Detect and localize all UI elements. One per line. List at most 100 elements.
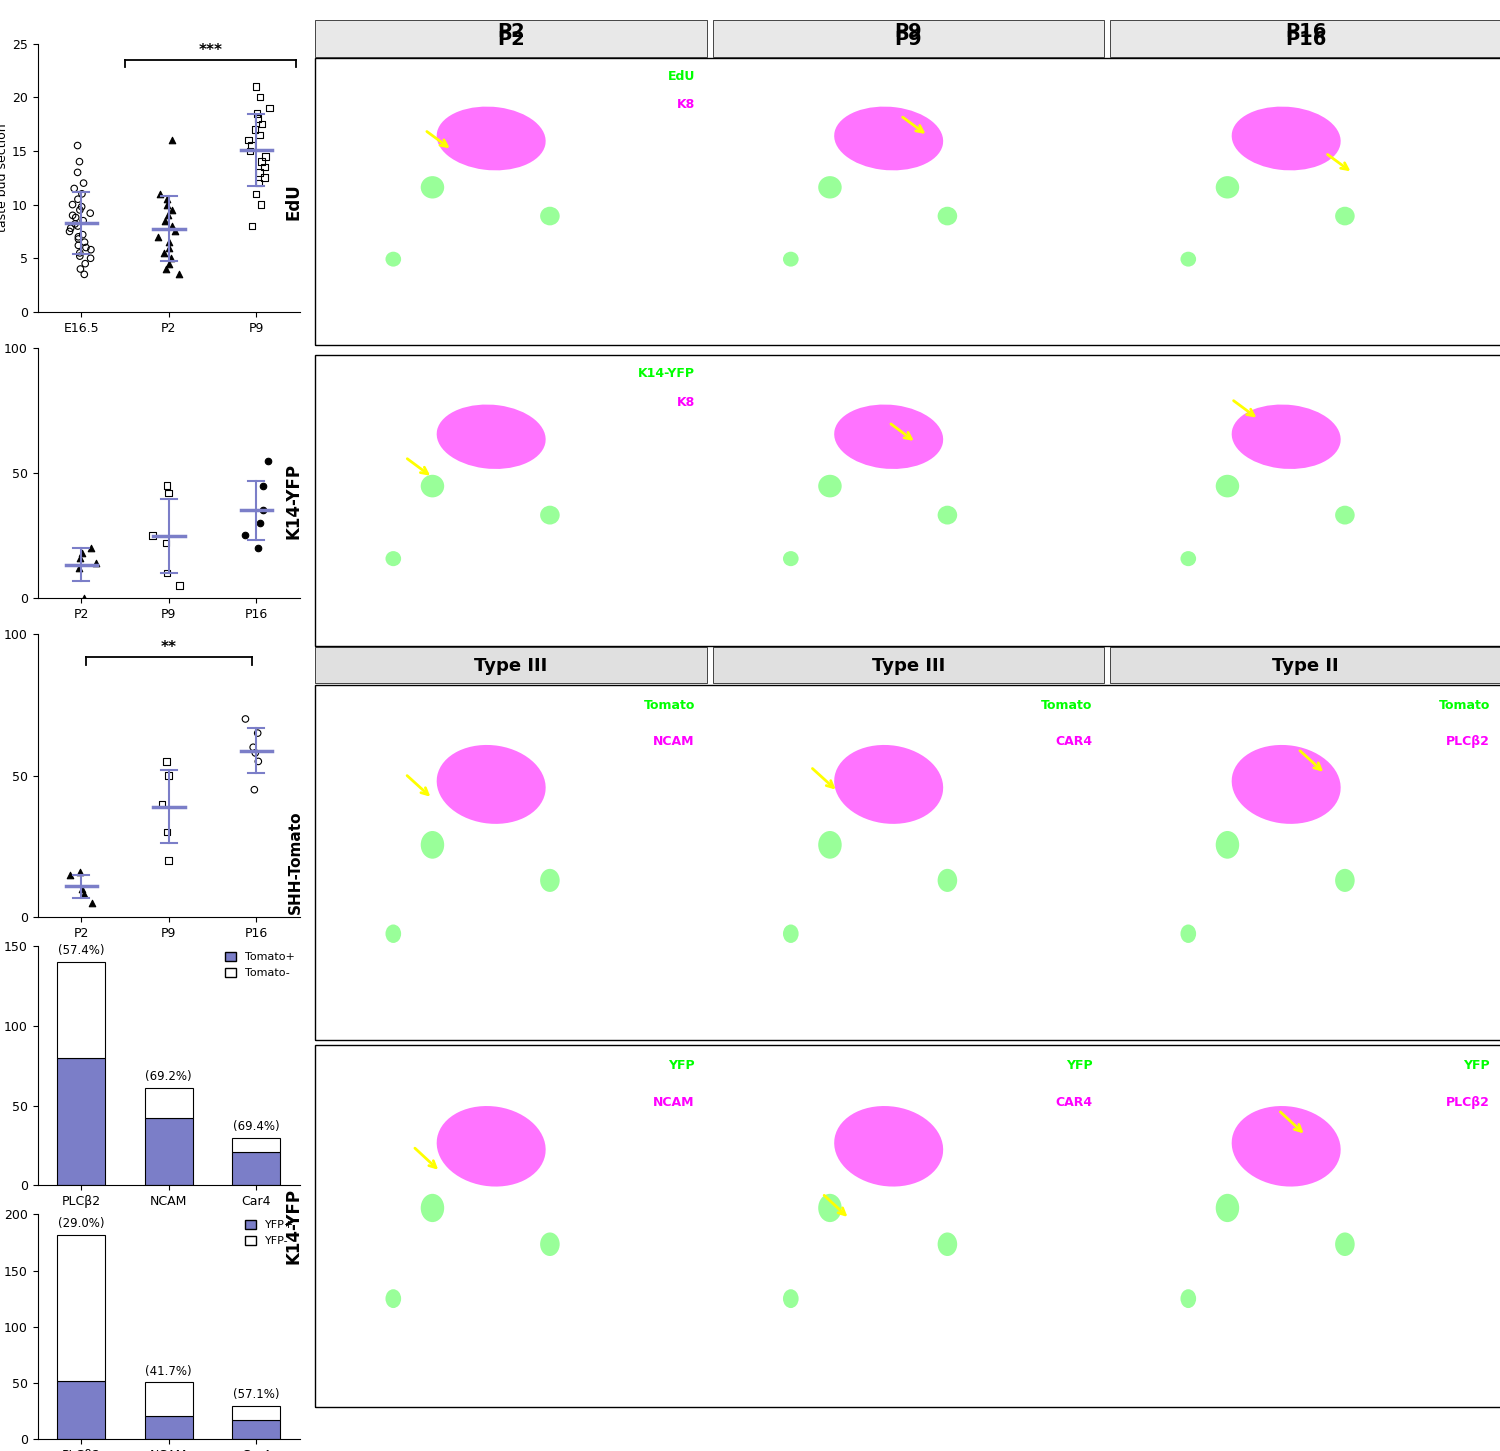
Point (70, 876, 94, 900)
Point (63, 212, 87, 235)
Point (249, 193, 273, 216)
Text: C: C (330, 70, 344, 87)
Text: (57.1%): (57.1%) (232, 1389, 279, 1402)
Ellipse shape (1232, 1106, 1341, 1187)
Point (66, 228, 90, 251)
Text: D: D (728, 70, 742, 87)
Ellipse shape (420, 474, 444, 498)
Point (156, 203, 180, 226)
Bar (144, 1088, 194, 1119)
Point (238, 139, 262, 163)
Ellipse shape (1215, 831, 1239, 859)
Point (154, 474, 178, 498)
Point (154, 531, 178, 554)
Text: P: P (728, 1059, 741, 1077)
Ellipse shape (420, 1194, 444, 1222)
Point (152, 241, 176, 264)
Bar (232, 1152, 280, 1185)
Ellipse shape (420, 176, 444, 199)
Ellipse shape (540, 1232, 560, 1257)
Point (141, 524, 165, 547)
Ellipse shape (783, 924, 798, 943)
Point (70, 223, 94, 247)
Point (244, 183, 268, 206)
Point (154, 750, 178, 773)
Bar (57, 1058, 105, 1185)
Text: P14→P16: P14→P16 (1125, 321, 1185, 334)
Ellipse shape (834, 405, 944, 469)
Ellipse shape (386, 1288, 400, 1309)
Text: Type III: Type III (871, 657, 945, 675)
Ellipse shape (1180, 924, 1196, 943)
Text: Q: Q (1125, 1059, 1142, 1077)
Text: CAR4: CAR4 (1054, 1096, 1092, 1109)
Bar (232, 1406, 280, 1421)
Point (256, 448, 280, 472)
Point (68, 199, 92, 222)
Text: P9: P9 (894, 22, 922, 41)
Point (248, 123, 272, 147)
Text: K: K (330, 699, 345, 717)
Ellipse shape (1180, 551, 1196, 566)
Ellipse shape (818, 474, 842, 498)
Text: EdU: EdU (285, 183, 303, 221)
Ellipse shape (783, 551, 798, 566)
Point (160, 129, 184, 152)
Ellipse shape (386, 551, 400, 566)
Point (154, 257, 178, 280)
Ellipse shape (938, 1232, 957, 1257)
Point (156, 482, 180, 505)
Ellipse shape (540, 505, 560, 524)
Text: 10um: 10um (555, 1365, 585, 1376)
Point (243, 118, 267, 141)
Point (68, 241, 92, 264)
Text: ***: *** (198, 44, 222, 58)
Ellipse shape (834, 106, 944, 170)
Y-axis label: K8+ cells per
taste bud section: K8+ cells per taste bud section (0, 123, 9, 232)
Text: E12.5→P14: E12.5→P14 (728, 1013, 800, 1026)
Point (62, 177, 86, 200)
Point (69, 257, 93, 280)
Point (252, 499, 276, 522)
Point (232, 524, 256, 547)
Text: (41.7%): (41.7%) (146, 1364, 192, 1377)
Ellipse shape (1215, 176, 1239, 199)
Point (248, 86, 272, 109)
Bar (232, 1421, 280, 1439)
Point (66, 225, 90, 248)
Bar (144, 1119, 194, 1185)
Point (243, 741, 267, 765)
Bar (144, 1381, 194, 1416)
Text: PLCβ2: PLCβ2 (1446, 734, 1490, 747)
Point (78, 202, 102, 225)
Point (60, 203, 84, 226)
Ellipse shape (1335, 505, 1354, 524)
Text: P1→P14: P1→P14 (1125, 1380, 1178, 1393)
Point (58, 216, 82, 239)
Ellipse shape (436, 744, 546, 824)
Point (74, 252, 98, 276)
Text: (69.2%): (69.2%) (146, 1071, 192, 1084)
Point (240, 215, 264, 238)
Text: PLCβ2: PLCβ2 (1446, 1096, 1490, 1109)
Ellipse shape (1215, 1194, 1239, 1222)
Point (68, 245, 92, 268)
Ellipse shape (386, 924, 400, 943)
Point (243, 778, 267, 801)
Ellipse shape (818, 831, 842, 859)
Point (234, 708, 258, 731)
Text: Type III: Type III (474, 657, 548, 675)
Ellipse shape (834, 1106, 944, 1187)
Point (154, 821, 178, 844)
Point (68, 860, 92, 884)
Point (70, 541, 94, 564)
Ellipse shape (540, 206, 560, 225)
Text: K14-YFP: K14-YFP (285, 1188, 303, 1264)
Text: (29.0%): (29.0%) (58, 1217, 105, 1230)
Ellipse shape (818, 1194, 842, 1222)
Point (66, 234, 90, 257)
Bar (144, 1416, 194, 1439)
Point (156, 231, 180, 254)
Ellipse shape (420, 831, 444, 859)
Text: P7→P9: P7→P9 (728, 321, 771, 334)
